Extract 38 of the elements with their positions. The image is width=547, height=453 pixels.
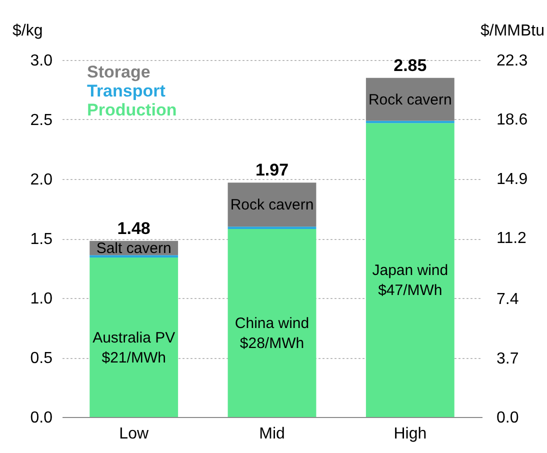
y2-axis-title: $/MMBtu [480,22,544,40]
y-tick-label: 1.5 [30,231,53,248]
text: Production [87,100,177,120]
bar [228,228,316,417]
total-label: 2.85 [394,56,427,75]
data-label: China wind $28/MWh [234,314,310,352]
y2-tick-label: 22.3 [496,52,528,70]
y2-tick-label: 18.6 [496,112,528,129]
data-label: Australia PV $21/MWh [92,329,176,366]
y-tick-label: 3.0 [30,52,53,70]
data-label: Rock cavern [230,196,314,214]
total-label: 1.48 [117,218,150,238]
text: Transport [87,82,166,100]
y-tick-label: 2.5 [30,112,53,129]
x-tick-label: Mid [259,426,285,442]
text: Storage [87,62,150,82]
y2-tick-label: 3.7 [496,350,519,368]
data-label: Rock cavern [368,91,452,108]
x-tick-label: High [394,426,427,442]
bar [366,120,454,124]
bar [366,78,454,121]
data-label: Japan wind $47/MWh [372,262,448,300]
bar [90,258,178,417]
y-tick-label: 0.5 [30,350,53,367]
bar [90,255,178,258]
y2-tick-label: 14.9 [496,170,528,188]
y2-tick-label: 11.2 [496,230,527,248]
y-tick-label: 2.0 [30,172,53,188]
y2-tick-label: 7.4 [496,291,519,308]
x-tick-label: Low [119,426,149,442]
y-tick-label: 1.0 [30,290,53,308]
bar [228,182,316,227]
y2-tick-label: 0.0 [496,410,519,426]
y-axis-title: $/kg [12,22,43,40]
bar [366,123,454,417]
y-tick-label: 0.0 [30,410,53,426]
total-label: 1.97 [255,160,289,180]
data-label: Salt cavern [96,240,172,258]
